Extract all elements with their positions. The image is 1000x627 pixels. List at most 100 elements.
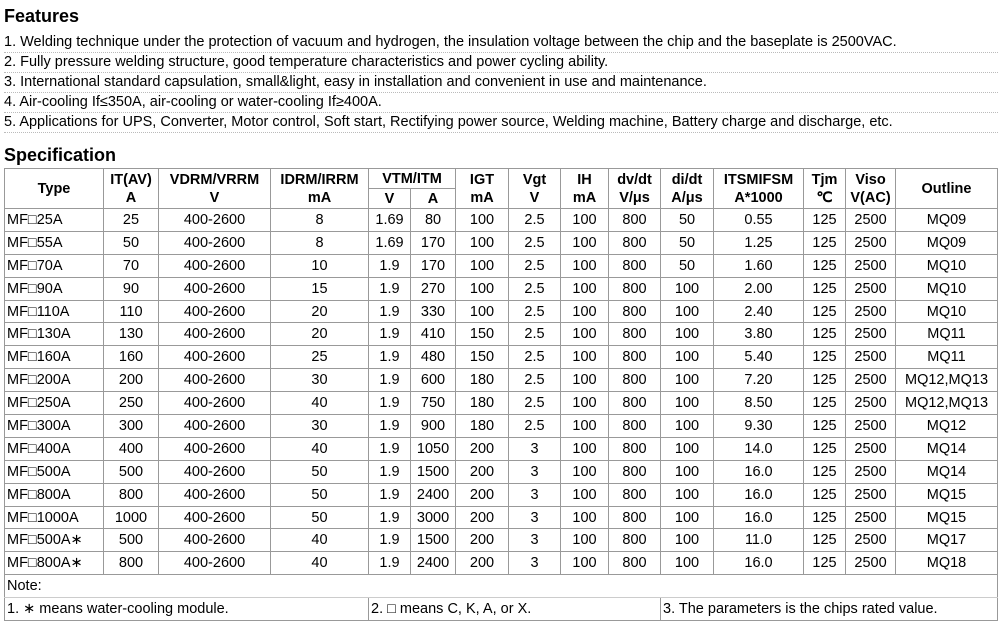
data-row: MF□800A∗ 800 400-2600 40 1.9 2400 200 3 100 800 10… (4, 551, 999, 576)
data-row: MF□500A 500 400-2600 50 1.9 1500 200 3 100 800 100… (4, 459, 999, 484)
type-cell: MF□1000A (4, 505, 104, 530)
type-cell: MF□70A (4, 253, 104, 278)
data-cell: 100 (560, 436, 610, 461)
footnote: 2. □ means C, K, A, or X. (367, 597, 662, 622)
data-cell: 200 (455, 459, 510, 484)
data-cell: 9.30 (713, 414, 805, 438)
data-cell: 14.0 (713, 436, 805, 461)
data-cell: 100 (455, 253, 510, 278)
data-cell: 100 (560, 276, 610, 301)
header-cell: Viso V(AC) (845, 168, 897, 209)
feature-item: 2. Fully pressure welding structure, goo… (4, 53, 998, 73)
header-name: di/dt (671, 171, 703, 188)
data-cell: 800 (103, 482, 159, 507)
data-row: MF□90A 90 400-2600 15 1.9 270 100 2.5 100 800 100 2… (4, 276, 999, 301)
header-name: IDRM/IRRM (280, 171, 359, 188)
data-cell: 800 (608, 391, 662, 416)
type-cell: MF□800A∗ (4, 551, 104, 576)
data-cell: 200 (455, 436, 510, 461)
data-cell: MQ10 (895, 299, 999, 324)
feature-item: 4. Air-cooling If≤350A, air-cooling or w… (4, 93, 998, 113)
data-cell: 2500 (845, 436, 897, 461)
header-cell: Vgt V (508, 168, 562, 209)
type-cell: MF□400A (4, 436, 104, 461)
data-cell: 180 (455, 368, 510, 393)
data-cell: 2500 (845, 459, 897, 484)
header-unit: A/μs (671, 189, 703, 206)
header-cell: IGT mA (455, 168, 510, 209)
features-title: Features (4, 6, 80, 26)
header-name: dv/dt (617, 171, 652, 188)
type-cell: MF□110A (4, 299, 104, 324)
data-cell: 125 (803, 505, 847, 530)
data-cell: 500 (103, 459, 159, 484)
data-cell: 1.60 (713, 253, 805, 278)
data-cell: 100 (660, 299, 715, 324)
data-cell: 100 (560, 505, 610, 530)
data-cell: 40 (270, 551, 369, 576)
type-cell: MF□130A (4, 322, 104, 347)
data-row: MF□55A 50 400-2600 8 1.69 170 100 2.5 100 800 50 1.… (4, 230, 999, 255)
data-cell: 3 (508, 505, 562, 530)
data-cell: MQ09 (895, 230, 999, 255)
data-cell: 100 (660, 276, 715, 301)
data-cell: 50 (103, 230, 159, 255)
data-cell: 400-2600 (158, 345, 271, 370)
data-cell: 40 (270, 528, 369, 553)
data-cell: 8.50 (713, 391, 805, 416)
type-cell: MF□500A∗ (4, 528, 104, 553)
data-cell: 100 (455, 230, 510, 255)
header-unit: A*1000 (734, 189, 783, 206)
data-cell: 1050 (409, 436, 457, 461)
data-cell: MQ12,MQ13 (895, 391, 999, 416)
header-unit: A (125, 189, 137, 206)
data-cell: 2500 (845, 322, 897, 347)
data-cell: 400 (103, 436, 159, 461)
data-cell: 2500 (845, 253, 897, 278)
type-cell: MF□800A (4, 482, 104, 507)
data-cell: 100 (560, 368, 610, 393)
data-cell: 2500 (845, 551, 897, 576)
data-cell: 400-2600 (158, 459, 271, 484)
data-cell: 100 (560, 322, 610, 347)
data-cell: 1500 (409, 528, 457, 553)
data-cell: 90 (103, 276, 159, 301)
header-name: Vgt (522, 171, 547, 188)
header-unit: V(AC) (850, 189, 891, 206)
data-cell: 1.9 (368, 322, 411, 347)
data-cell: 70 (103, 253, 159, 278)
data-cell: 100 (560, 551, 610, 576)
header-name: ITSMIFSM (723, 171, 794, 188)
data-cell: 100 (660, 482, 715, 507)
data-cell: 125 (803, 230, 847, 255)
type-cell: MF□55A (4, 230, 104, 255)
data-cell: 100 (660, 368, 715, 393)
data-cell: 2500 (845, 368, 897, 393)
type-cell: MF□25A (4, 208, 104, 232)
header-cell: V (368, 188, 411, 209)
data-cell: MQ14 (895, 459, 999, 484)
data-cell: 200 (103, 368, 159, 393)
data-cell: 200 (455, 528, 510, 553)
data-cell: 400-2600 (158, 253, 271, 278)
data-cell: 11.0 (713, 528, 805, 553)
data-row: MF□160A 160 400-2600 25 1.9 480 150 2.5 100 800 10… (4, 345, 999, 370)
data-cell: 1.9 (368, 436, 411, 461)
data-cell: 100 (560, 459, 610, 484)
header-cell: A (409, 188, 457, 209)
data-cell: 1.9 (368, 253, 411, 278)
data-cell: 150 (455, 345, 510, 370)
data-cell: MQ09 (895, 208, 999, 232)
data-cell: 100 (660, 414, 715, 438)
data-cell: 800 (608, 368, 662, 393)
data-cell: MQ11 (895, 322, 999, 347)
data-cell: 25 (103, 208, 159, 232)
data-cell: 1.9 (368, 391, 411, 416)
data-cell: 400-2600 (158, 230, 271, 255)
data-row: MF□25A 25 400-2600 8 1.69 80 100 2.5 100 800 50 0.5… (4, 208, 999, 232)
data-cell: 125 (803, 436, 847, 461)
data-cell: 1000 (103, 505, 159, 530)
data-row: MF□400A 400 400-2600 40 1.9 1050 200 3 100 800 100… (4, 436, 999, 461)
data-cell: 125 (803, 414, 847, 438)
